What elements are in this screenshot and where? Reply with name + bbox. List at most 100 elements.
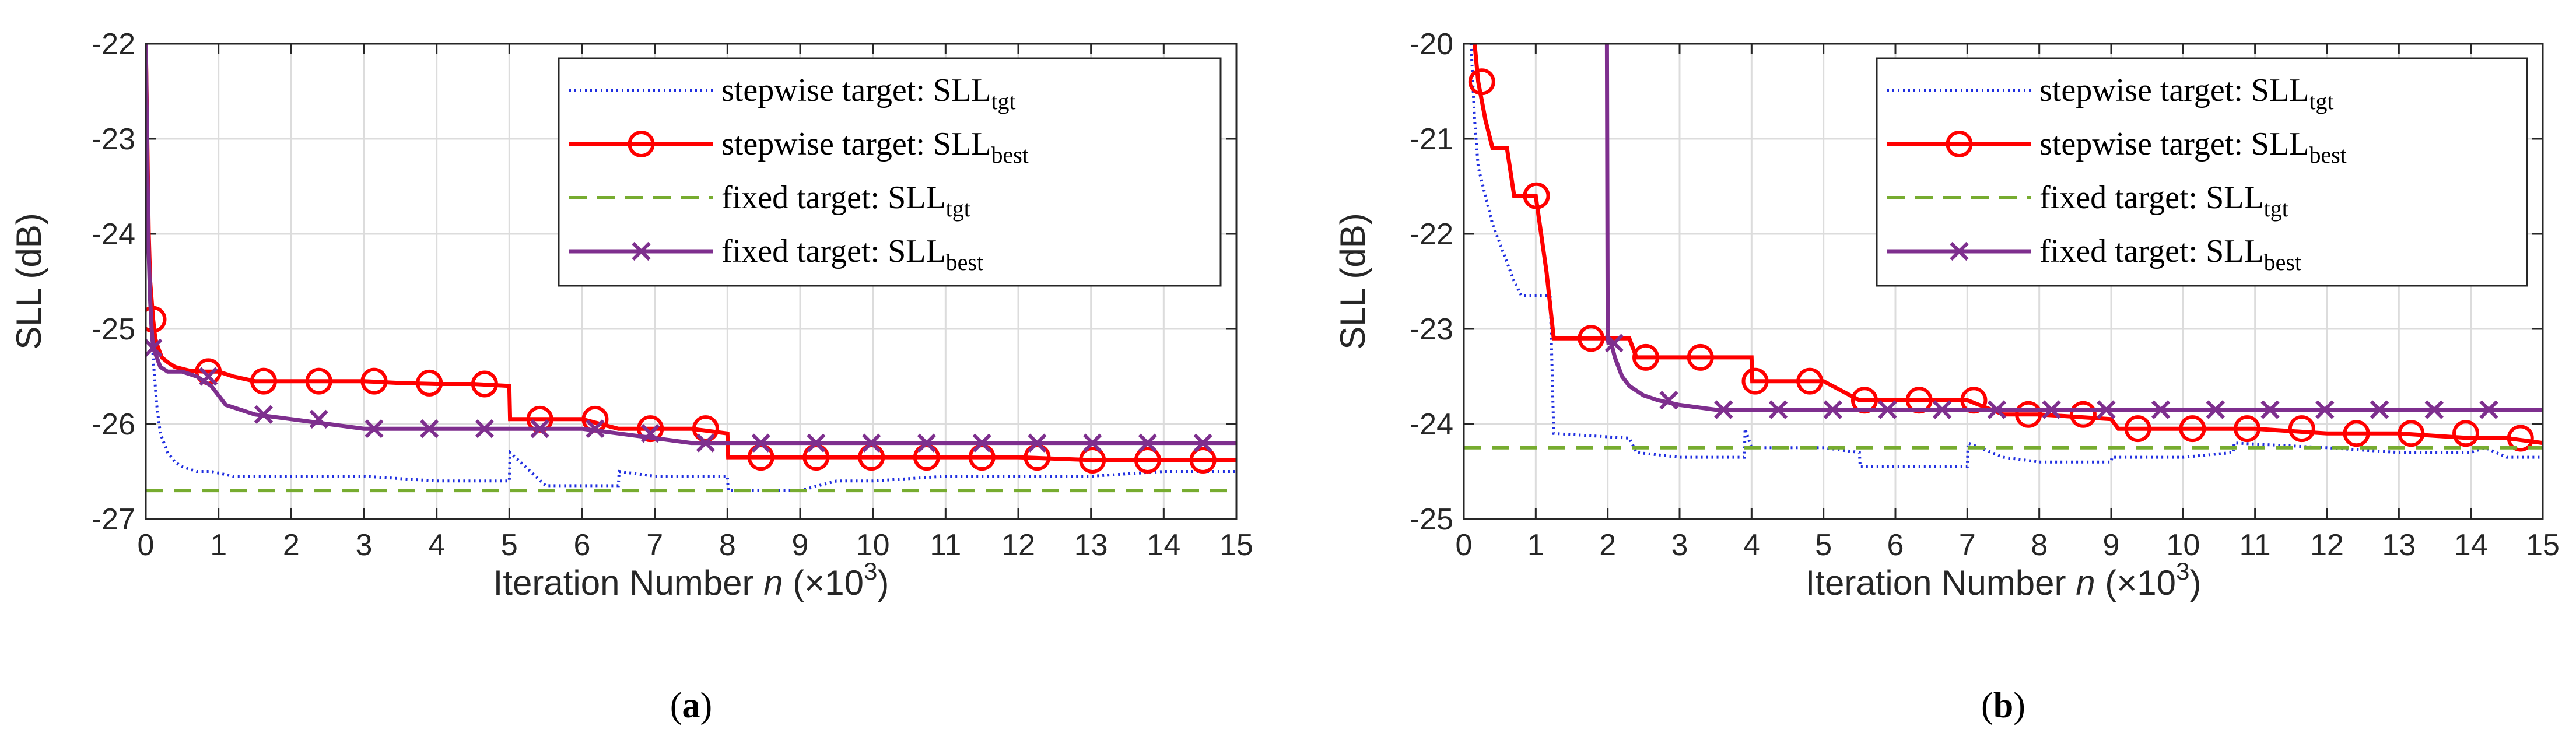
panel-a-series-1-marker: [1189, 446, 1217, 474]
panel-b-series-3-marker: [1768, 400, 1788, 419]
panel-b-series-3-marker-stroke: [2370, 400, 2389, 419]
panel-a-series-1-marker: [416, 369, 443, 397]
panel-a-series-3-marker: [254, 405, 274, 424]
panel-a-x-tick-label: 0: [138, 528, 155, 562]
panel-a-series-1-marker: [968, 444, 996, 471]
panel-b-series-3-marker-stroke: [2424, 400, 2444, 419]
panel-a-series-3-marker: [807, 433, 826, 453]
panel-b-legend-label-0: stepwise target: SLLtgt: [2039, 72, 2334, 114]
panel-b-series-1-marker: [1687, 343, 1714, 371]
panel-a-series-3-marker-stroke: [365, 419, 384, 439]
panel-b-x-axis-label-exp: 3: [2176, 557, 2189, 585]
panel-a-panel-label-letter: a: [682, 686, 700, 725]
panel-a-x-tick-label: 9: [792, 528, 809, 562]
panel-a-series-3-marker: [530, 419, 549, 439]
panel-b-x-tick-label: 8: [2031, 528, 2048, 562]
panel-a-series-3-marker-stroke: [641, 424, 660, 443]
panel-b-legend-label-2: fixed target: SLLtgt: [2039, 180, 2288, 222]
panel-b-y-tick-label: -23: [1410, 313, 1453, 346]
panel-a-y-tick-label: -25: [92, 313, 135, 346]
panel-b-legend-box: [1876, 57, 2528, 287]
panel-a-x-tick-label: 3: [356, 528, 373, 562]
panel-a-series-3-marker: [365, 419, 384, 439]
panel-b-series-3-marker: [2370, 400, 2389, 419]
panel-b-y-tick-label: -21: [1410, 122, 1453, 156]
panel-a-series-1-marker: [1024, 444, 1051, 471]
panel-b-x-tick-label: 4: [1743, 528, 1760, 562]
panel-b-series-group: [1464, 44, 2543, 468]
panel-b-x-axis-label: Iteration Number n (×103): [1806, 557, 2202, 602]
panel-b-series-3-marker: [2315, 400, 2335, 419]
panel-a-x-axis-label-var: n: [763, 563, 793, 602]
panel-a-legend-label-1-sub: best: [991, 142, 1028, 168]
panel-a-x-tick-label: 8: [719, 528, 736, 562]
panel-a-series-3-marker: [972, 433, 991, 453]
panel-a-series-3-marker-stroke: [199, 367, 218, 386]
panel-a-series-1-marker: [1134, 446, 1161, 474]
panel-b-series-1-marker: [1523, 182, 1550, 209]
panel-b-y-tick-label: -22: [1410, 218, 1453, 251]
panel-a-x-tick-label: 5: [501, 528, 518, 562]
panel-b-x-tick-label: 10: [2166, 528, 2200, 562]
panel-a-x-axis-label-text: Iteration Number: [493, 563, 764, 602]
panel-a-x-tick-label: 2: [283, 528, 300, 562]
panel-b-panel-label-letter: b: [1993, 686, 2013, 725]
panel-b-series-3-line: [1604, 44, 2543, 412]
panel-b-series-3-marker: [1714, 400, 1733, 419]
panel-b-series-1-marker: [2452, 420, 2480, 447]
panel-a-series-3-marker: [309, 409, 328, 429]
panel-a-series-3-marker-stroke: [751, 433, 770, 453]
panel-a-series-1-marker: [747, 444, 774, 471]
panel-b-series-1-marker: [2179, 415, 2206, 443]
panel-a-series-1-marker: [360, 367, 388, 395]
panel-b-series-3-marker: [1987, 400, 2007, 419]
panel-b-x-tick-label: 12: [2310, 528, 2344, 562]
panel-b-series-3-marker-stroke: [1823, 400, 1842, 419]
panel-b-legend-label-3: fixed target: SLLbest: [2039, 233, 2301, 275]
panel-a-legend-label-0: stepwise target: SLLtgt: [721, 72, 1016, 114]
panel-a-series-3-marker-stroke: [254, 405, 274, 424]
panel-b-series-1-marker: [1905, 387, 1933, 414]
panel-b-series-1-line: [1473, 44, 2543, 446]
panel-b-series-1-marker: [1578, 325, 1605, 352]
panel-b-legend-label-2-sub: tgt: [2264, 195, 2288, 222]
panel-a-x-axis-label: Iteration Number n (×103): [493, 557, 889, 602]
panel-b-series-1-marker: [1468, 68, 1495, 96]
panel-a-x-tick-label: 7: [646, 528, 663, 562]
panel-a-x-tick-label: 13: [1074, 528, 1108, 562]
panel-a-legend-label-2-sub: tgt: [946, 195, 970, 222]
panel-b-x-tick-label: 1: [1527, 528, 1544, 562]
panel-b-y-tick-label: -25: [1410, 503, 1453, 536]
panel-a-series-3-marker-stroke: [807, 433, 826, 453]
panel-a-series-3-marker: [475, 419, 495, 439]
panel-b-x-axis-label-unit: (×10: [2105, 563, 2176, 602]
panel-b-series-3-marker-stroke: [2206, 400, 2225, 419]
panel-b-legend-label-1-sub: best: [2309, 142, 2346, 168]
panel-b-x-tick-label: 6: [1887, 528, 1904, 562]
panel-b-series-3-marker: [1604, 334, 1624, 353]
panel-a-series-1-marker: [858, 444, 885, 471]
panel-b-panel-label-open: (: [1981, 686, 1993, 725]
panel-a-series-3-marker: [917, 433, 937, 453]
panel-b-series-3-marker-stroke: [2479, 400, 2498, 419]
panel-b-series-3-marker-stroke: [1768, 400, 1788, 419]
panel-a-x-tick-label: 11: [930, 528, 961, 562]
panel-a-series-3-marker: [696, 433, 716, 453]
panel-b-x-tick-label: 13: [2382, 528, 2416, 562]
panel-a-legend-label-0-sub: tgt: [991, 88, 1015, 114]
panel-a-x-axis-label-exp: 3: [864, 557, 877, 585]
panel-b-series-3-marker: [1823, 400, 1842, 419]
panel-a-series-1-marker: [913, 444, 940, 471]
panel-b-series-1-marker: [1741, 367, 1769, 395]
panel-a-series-group: [146, 44, 1236, 493]
panel-a-x-tick-label: 15: [1219, 528, 1253, 562]
panel-b-series-3-marker-stroke: [2097, 400, 2116, 419]
panel-a-series-1-marker: [637, 415, 664, 443]
panel-b-series-3-marker: [1933, 400, 1952, 419]
panel-b-x-tick-label: 11: [2239, 528, 2271, 562]
panel-b-chart: 0 1 2 3 4 5 6 7 8 9 10 11 12 13 14 15-20-21-22-23-24-25…: [1333, 27, 2560, 725]
panel-b-series-3-marker: [2042, 400, 2061, 419]
panel-a-series-3-marker-stroke: [586, 419, 605, 439]
panel-b-legend-label-0-name: stepwise target: SLL: [2039, 72, 2309, 108]
